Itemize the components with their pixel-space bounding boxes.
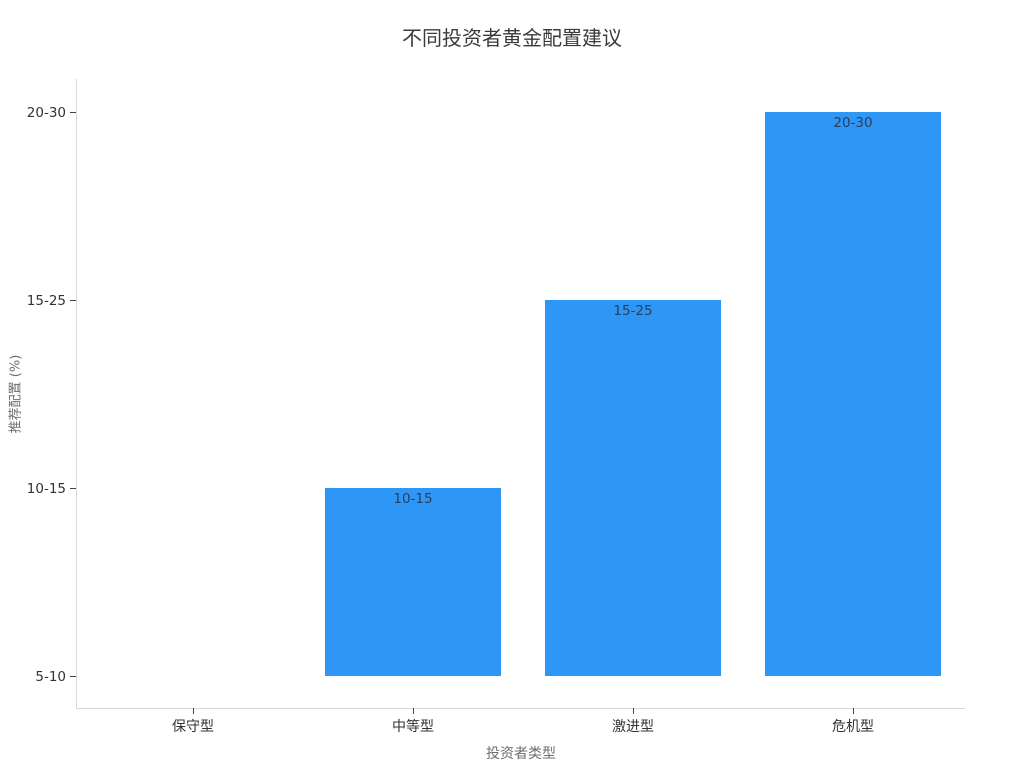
x-tick-label: 中等型: [392, 719, 434, 735]
x-tick-mark: [193, 708, 194, 714]
y-tick-label: 15-25: [26, 292, 66, 309]
x-axis-title: 投资者类型: [486, 746, 556, 762]
bar-value-label: 15-25: [613, 303, 653, 319]
x-tick-mark: [633, 708, 634, 714]
x-axis-spine: [76, 708, 965, 709]
x-tick-label: 危机型: [832, 719, 874, 735]
x-tick-mark: [413, 708, 414, 714]
bar-value-label: 20-30: [833, 115, 873, 131]
y-tick-mark: [70, 112, 76, 113]
chart-title: 不同投资者黄金配置建议: [402, 26, 622, 50]
y-tick-mark: [70, 488, 76, 489]
y-tick-label: 20-30: [26, 104, 66, 121]
x-tick-mark: [853, 708, 854, 714]
y-tick-label: 10-15: [26, 480, 66, 497]
y-axis-spine: [76, 79, 77, 708]
y-tick-label: 5-10: [35, 668, 66, 685]
bar-激进型: [545, 300, 721, 676]
bar-value-label: 10-15: [393, 491, 433, 507]
y-axis-title: 推荐配置 (%): [8, 354, 24, 434]
y-tick-mark: [70, 300, 76, 301]
bar-危机型: [765, 112, 941, 676]
x-tick-label: 激进型: [612, 719, 654, 735]
y-tick-mark: [70, 676, 76, 677]
x-tick-label: 保守型: [172, 719, 214, 735]
bar-中等型: [325, 488, 501, 676]
